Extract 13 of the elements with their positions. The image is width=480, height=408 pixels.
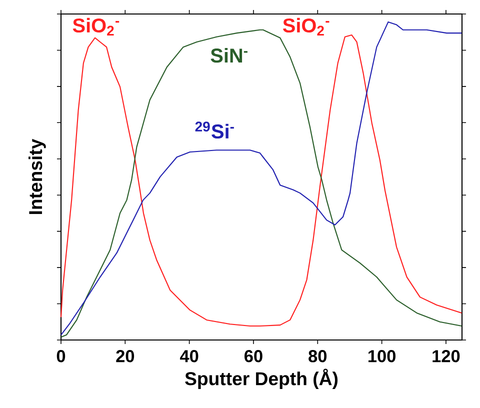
series-label: SiO$_{2}$- [72, 18, 120, 36]
x-tick-label: 20 [116, 350, 134, 362]
x-tick-label: 0 [56, 350, 66, 362]
x-tick-label: 120 [432, 350, 460, 362]
x-tick-label: 80 [308, 350, 327, 362]
series-label: $^{29}$Si$^{-}$ [195, 122, 234, 139]
series-label: SiN$^{-}$ [210, 48, 248, 63]
annotation: SiO$_{2}$- [282, 18, 330, 36]
x-tick-label: 60 [244, 350, 262, 362]
x-tick-label: 100 [368, 350, 396, 362]
x-axis-title: Sputter Depth (Å) [185, 368, 338, 389]
y-axis-title: Intensity [28, 138, 46, 214]
x-tick-label: 40 [180, 350, 198, 362]
